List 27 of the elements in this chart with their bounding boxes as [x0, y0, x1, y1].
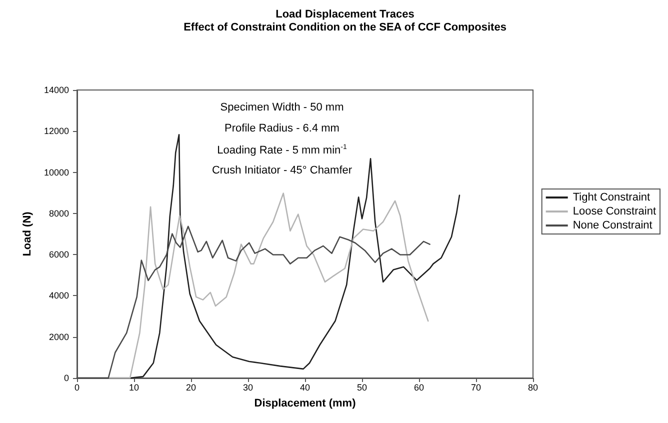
- x-tick-label: 80: [528, 382, 538, 392]
- x-tick-label: 30: [242, 382, 254, 392]
- annotation: Specimen Width - 50 mm: [220, 102, 344, 114]
- annotation: Profile Radius - 6.4 mm: [224, 122, 340, 134]
- y-tick-label: 8000: [48, 208, 69, 218]
- x-tick-label: 10: [128, 382, 140, 392]
- x-tick-label: 20: [186, 382, 196, 392]
- legend-label: None Constraint: [572, 220, 652, 232]
- y-axis-title: Load (N): [22, 211, 34, 256]
- x-tick-label: 70: [470, 382, 482, 392]
- y-tick-label: 6000: [48, 250, 69, 260]
- legend-label: Loose Constraint: [572, 206, 656, 218]
- x-axis-title: Displacement (mm): [254, 398, 356, 410]
- chart-subtitle: Effect of Constraint Condition on the SEA of CCF Composites: [184, 22, 506, 34]
- y-tick-label: 4000: [48, 290, 69, 301]
- x-tick-label: 60: [414, 382, 424, 392]
- y-tick-label: 12000: [44, 126, 69, 136]
- y-tick-label: 2000: [48, 332, 69, 342]
- y-tick-label: 14000: [44, 85, 69, 95]
- y-tick-label: 10000: [44, 167, 69, 178]
- annotation: Crush Initiator - 45° Chamfer: [212, 164, 352, 176]
- y-tick-label: 0: [64, 373, 69, 383]
- legend-label: Tight Constraint: [572, 192, 650, 204]
- x-tick-label: 40: [300, 382, 310, 392]
- chart-title: Load Displacement Traces: [276, 8, 414, 20]
- x-tick-label: 0: [74, 382, 80, 392]
- x-tick-label: 50: [356, 382, 368, 392]
